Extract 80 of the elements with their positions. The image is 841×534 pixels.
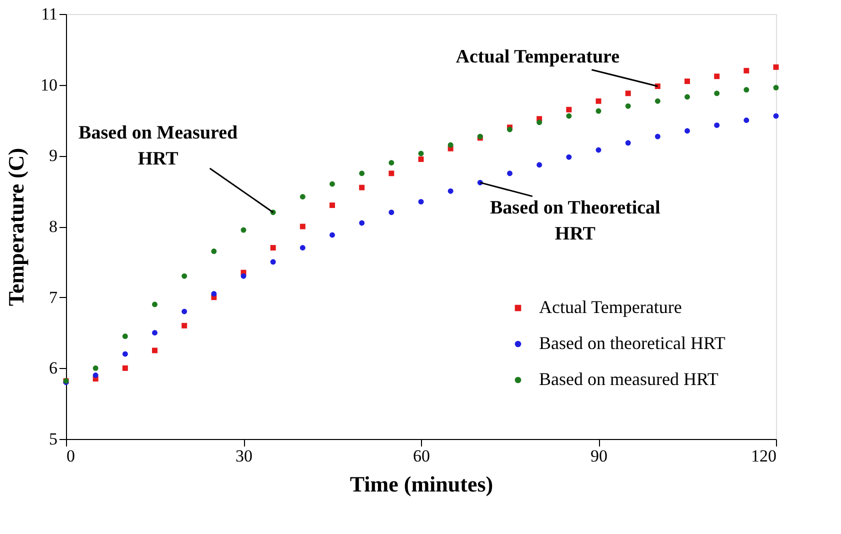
x-tick-label: 60 [413,446,430,466]
x-tick-label: 90 [590,446,608,466]
point [92,372,98,378]
point [330,232,335,238]
point [744,87,750,93]
point [211,291,217,297]
legend-label: Based on theoretical HRT [539,333,726,353]
point [211,248,217,254]
point [122,351,128,357]
point [714,90,720,96]
annotation: Based on Measured HRT [78,122,238,170]
point [536,120,542,126]
point [625,103,631,109]
legend-label: Actual Temperature [539,297,682,317]
point [507,170,512,176]
annotation: Actual Temperature [456,46,620,68]
point [596,147,602,153]
point [182,308,188,314]
point [122,334,128,340]
point [152,348,158,354]
point [418,198,424,204]
point [330,202,335,208]
y-tick-label: 10 [40,75,58,94]
point [684,78,690,84]
point [152,302,158,308]
point [92,365,98,371]
point [654,98,660,104]
legend-label: Based on measured HRT [539,369,718,389]
point [418,156,424,162]
annotation: Based on Theoretical HRT [490,198,660,245]
point [536,162,542,168]
y-tick-label: 7 [49,288,58,307]
point [300,245,306,250]
point [448,188,454,194]
x-axis-title: Time (minutes) [350,472,494,496]
point [596,98,602,104]
point [388,170,394,176]
point [566,154,572,160]
point [596,108,602,114]
point [566,106,572,112]
point [388,160,394,166]
y-tick-label: 11 [41,4,58,24]
point [448,142,454,148]
point [182,322,188,328]
y-axis-title: Temperature (C) [4,148,28,306]
point [388,210,394,216]
point [359,220,365,226]
point [418,150,424,156]
point [270,245,276,250]
point [182,273,188,279]
point [773,113,779,119]
point [566,113,572,119]
point [359,184,365,190]
point [684,128,690,134]
point [152,330,158,336]
point [773,84,779,90]
point [654,134,660,140]
point [359,170,365,176]
x-tick-label: 120 [751,446,776,466]
x-tick-label: 0 [66,446,75,466]
point [300,194,306,200]
y-tick-label: 5 [49,430,58,448]
point [714,122,720,128]
point [684,94,690,100]
point [270,259,276,265]
point [773,64,779,70]
point [625,140,631,146]
point [240,227,246,233]
point [625,90,631,96]
point [300,224,306,230]
point [714,74,720,80]
x-tick-label: 30 [236,446,252,466]
point [330,181,335,187]
y-tick-label: 9 [49,146,58,166]
y-tick-label: 6 [49,358,58,378]
point [744,68,750,74]
point [744,118,750,123]
point [122,365,128,371]
point [240,273,246,279]
y-tick-label: 8 [49,217,58,236]
